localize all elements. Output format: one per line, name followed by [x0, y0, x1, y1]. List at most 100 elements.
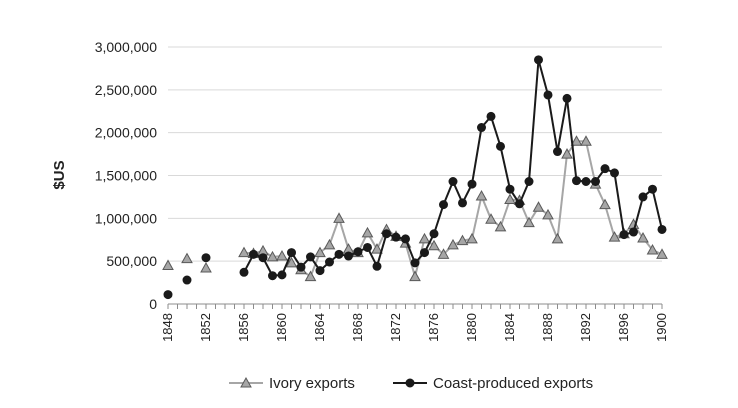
- data-point: [475, 190, 488, 201]
- data-point: [268, 271, 277, 281]
- data-point: [409, 270, 421, 282]
- data-point: [619, 230, 629, 240]
- data-point: [181, 252, 193, 264]
- series-line-segment: [338, 218, 350, 250]
- data-point: [162, 259, 174, 270]
- y-tick-label: 1,500,000: [95, 168, 157, 184]
- x-tick-label: 1884: [502, 313, 517, 342]
- y-tick-label: 2,000,000: [95, 125, 157, 141]
- x-tick-label: 1900: [654, 313, 669, 342]
- data-point: [543, 90, 553, 100]
- series-line-segment: [613, 172, 625, 235]
- data-point: [599, 198, 611, 210]
- data-point: [657, 224, 667, 234]
- data-point: [239, 267, 249, 277]
- data-point: [570, 135, 583, 146]
- data-point: [285, 256, 298, 268]
- x-axis-ticks: 1848 1852 1856 1860 1864 1868 1872 1876 1880 1884…: [160, 313, 669, 342]
- data-point: [296, 262, 306, 272]
- series-line-segment: [585, 141, 597, 185]
- data-point: [629, 227, 638, 237]
- data-point: [420, 248, 429, 258]
- data-point: [182, 275, 192, 285]
- data-point: [551, 232, 564, 244]
- data-point: [542, 208, 554, 220]
- data-point: [466, 232, 478, 244]
- x-tick-label: 1876: [426, 313, 441, 342]
- data-point: [334, 249, 344, 259]
- data-point: [591, 176, 600, 186]
- y-tick-label: 0: [149, 296, 157, 312]
- series-line-segment: [537, 59, 549, 96]
- data-point: [306, 252, 315, 262]
- data-point: [437, 248, 450, 259]
- series-line-segment: [499, 146, 511, 190]
- data-point: [646, 244, 659, 255]
- legend-label: Ivory exports: [269, 375, 355, 392]
- series-line-segment: [556, 153, 568, 240]
- data-point: [391, 232, 401, 242]
- x-axis: [167, 303, 663, 309]
- data-point: [637, 232, 649, 243]
- data-point: [562, 93, 572, 103]
- data-point: [467, 179, 477, 189]
- data-point: [276, 249, 288, 261]
- data-point: [304, 270, 317, 282]
- x-tick-label: 1852: [198, 313, 213, 342]
- data-point: [266, 250, 279, 262]
- x-tick-label: 1892: [578, 313, 593, 342]
- data-point: [496, 141, 505, 151]
- legend-marker: [405, 378, 415, 388]
- data-point: [401, 234, 410, 244]
- legend-item: Coast-produced exports: [393, 375, 593, 392]
- series-line-segment: [566, 98, 578, 181]
- data-point: [410, 258, 420, 268]
- data-point: [201, 253, 211, 263]
- data-point: [287, 248, 296, 258]
- data-point: [333, 212, 345, 223]
- series-line-segment: [499, 199, 511, 228]
- series-line-segment: [528, 59, 540, 182]
- data-point: [523, 216, 535, 228]
- gridlines: [168, 46, 662, 262]
- data-point: [249, 249, 258, 259]
- data-point: [638, 192, 648, 202]
- series-coast-produced-exports: [163, 55, 667, 300]
- legend-marker: [240, 376, 252, 388]
- data-point: [448, 176, 458, 186]
- data-point: [608, 231, 621, 242]
- series-line-segment: [376, 233, 388, 267]
- legend: Ivory exports Coast-produced exports: [229, 375, 593, 392]
- series-line-segment: [632, 196, 644, 233]
- x-tick-label: 1872: [388, 313, 403, 342]
- data-point: [486, 111, 496, 121]
- data-point: [572, 176, 581, 186]
- data-point: [277, 270, 287, 280]
- series-line-segment: [547, 94, 559, 152]
- data-point: [447, 238, 459, 250]
- series-line-segment: [471, 127, 483, 185]
- series-line-segment: [604, 204, 616, 238]
- series-line-segment: [471, 195, 483, 240]
- x-tick-label: 1856: [236, 313, 251, 342]
- data-point: [504, 193, 516, 204]
- y-tick-label: 3,000,000: [95, 39, 157, 55]
- data-point: [361, 226, 374, 238]
- series-line-segment: [433, 204, 445, 235]
- data-point: [477, 123, 486, 133]
- x-tick-label: 1896: [616, 313, 631, 342]
- data-point: [580, 135, 592, 146]
- series-line-segment: [404, 242, 416, 277]
- y-tick-label: 1,000,000: [95, 210, 157, 226]
- data-point: [532, 201, 545, 212]
- data-point: [314, 246, 326, 258]
- data-point: [353, 247, 363, 257]
- data-point: [372, 261, 382, 271]
- data-point: [524, 176, 534, 186]
- data-point: [418, 232, 431, 244]
- data-point: [363, 242, 372, 252]
- data-point: [323, 238, 336, 250]
- data-point: [600, 164, 610, 174]
- data-point: [382, 229, 391, 239]
